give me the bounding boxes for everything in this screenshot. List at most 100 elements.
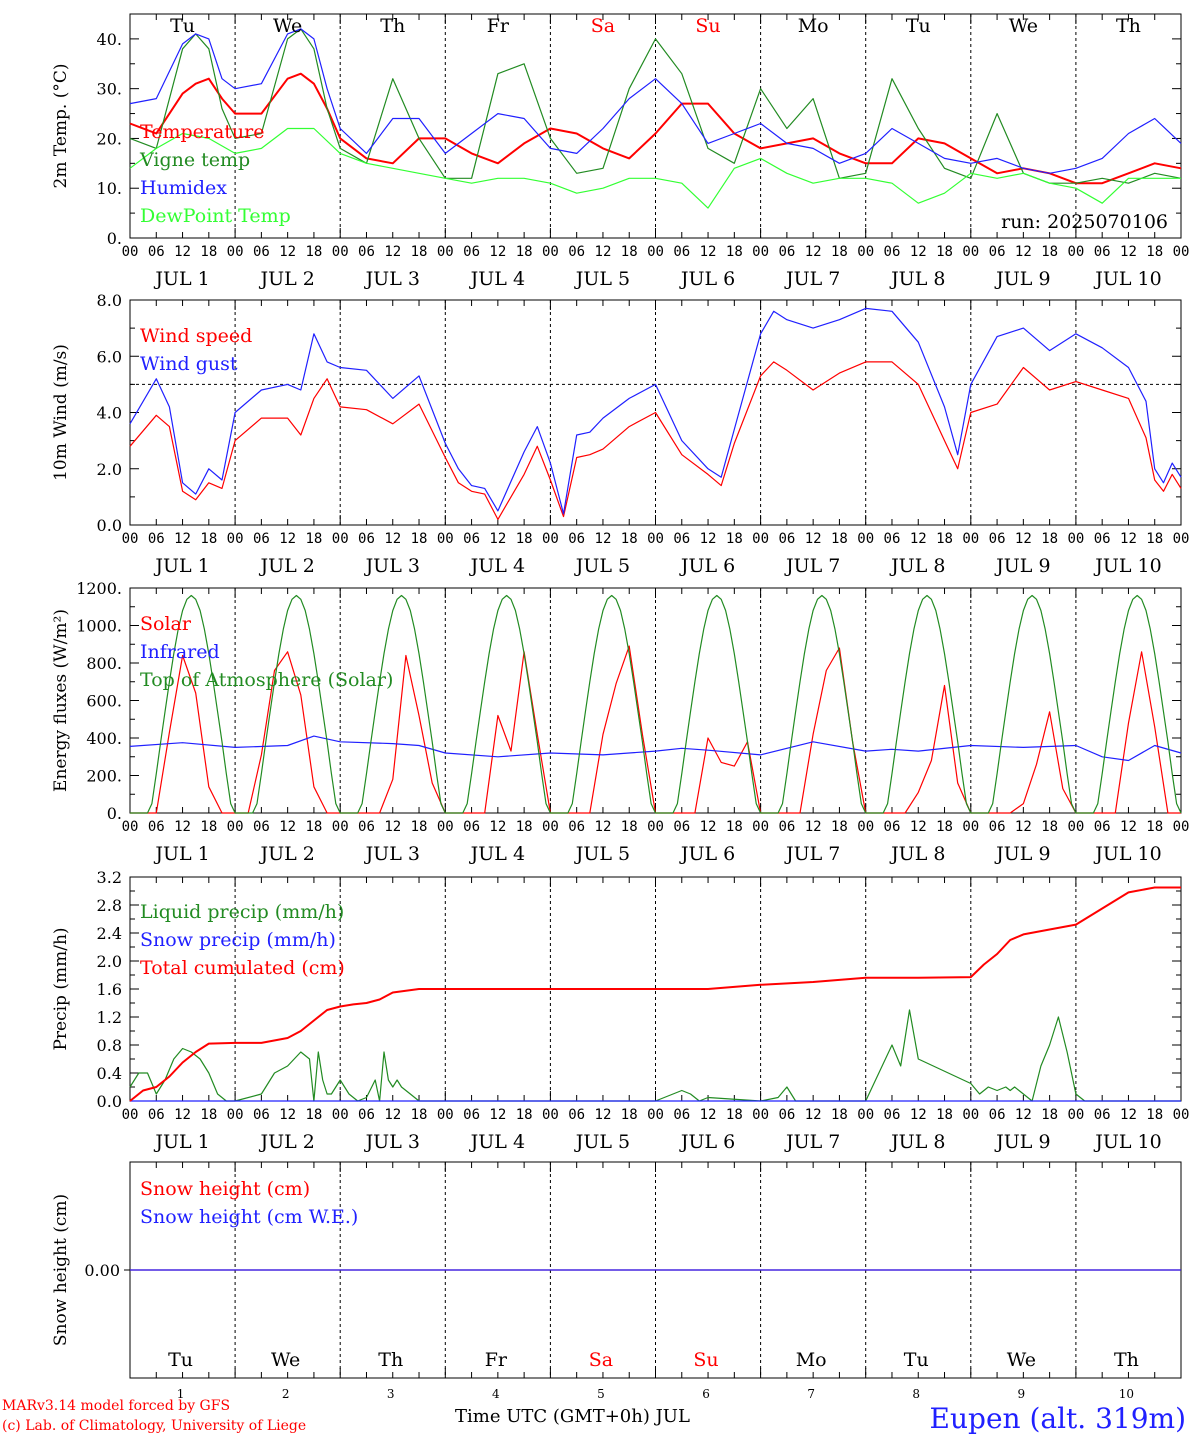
panel2-hour-label: 00: [752, 531, 769, 547]
panel1-hour-label: 06: [253, 244, 270, 260]
panel2-hour-label: 18: [200, 531, 217, 547]
panel3-y-tick-label: 0.: [107, 804, 122, 823]
panel3-hour-label: 18: [200, 819, 217, 835]
panel4-series-line: [129, 1009, 1181, 1102]
panel5-y-tick-label: 0.00: [84, 1261, 120, 1280]
panel4-y-tick-label: 2.4: [97, 924, 122, 943]
panel1-date-label: JUL 7: [784, 268, 840, 290]
panel4-hour-label: 18: [1041, 1107, 1058, 1123]
panel1-hour-label: 18: [1146, 244, 1163, 260]
panel3-hour-label: 06: [778, 819, 795, 835]
panel1-hour-label: 18: [621, 244, 638, 260]
panel1-hour-label: 06: [884, 244, 901, 260]
panel4-hour-label: 18: [516, 1107, 533, 1123]
panel4-y-tick-label: 0.4: [97, 1064, 122, 1083]
panel3-hour-label: 12: [595, 819, 612, 835]
panel3-hour-label: 00: [962, 819, 979, 835]
panel2-hour-label: 06: [463, 531, 480, 547]
panel1-y-label: 2m Temp. (°C): [51, 63, 71, 188]
panel3-hour-label: 12: [384, 819, 401, 835]
panel3-hour-label: 18: [831, 819, 848, 835]
panel5-weekday: Mo: [796, 1349, 827, 1371]
panel4-legend-entry: Snow precip (mm/h): [140, 929, 336, 951]
panel4-hour-label: 12: [1015, 1107, 1032, 1123]
panel5-day-number: 6: [702, 1387, 710, 1401]
panel1-hour-label: 00: [227, 244, 244, 260]
panel3-date-label: JUL 2: [258, 843, 314, 865]
panel2-y-tick-label: 8.0: [97, 291, 122, 310]
panel3-date-label: JUL 10: [1093, 843, 1161, 865]
panel2-date-label: JUL 9: [994, 555, 1050, 577]
panel5-weekday: We: [271, 1349, 300, 1371]
panel2-date-label: JUL 6: [679, 555, 735, 577]
panel3-hour-label: 12: [174, 819, 191, 835]
panel3-hour-label: 18: [621, 819, 638, 835]
panel4-hour-label: 00: [122, 1107, 139, 1123]
panel2-hour-label: 18: [411, 531, 428, 547]
panel2-hour-label: 06: [989, 531, 1006, 547]
panel1-hour-label: 00: [437, 244, 454, 260]
panel4-hour-label: 12: [805, 1107, 822, 1123]
panel3-y-tick-label: 1200.: [76, 579, 122, 598]
panel3-hour-label: 00: [1173, 819, 1190, 835]
panel1-y-tick-label: 0.: [107, 229, 122, 248]
panel5-day-number: 1: [177, 1387, 185, 1401]
panel1-hour-label: 18: [305, 244, 322, 260]
panel1-hour-label: 06: [463, 244, 480, 260]
panel3-y-tick-label: 400.: [86, 729, 122, 748]
panel1-weekday: Th: [380, 15, 405, 37]
panel3-hour-label: 00: [437, 819, 454, 835]
panel1-hour-label: 12: [489, 244, 506, 260]
panel3-hour-label: 06: [463, 819, 480, 835]
panel4-y-tick-label: 0.8: [97, 1036, 122, 1055]
panel5-day-number: 8: [912, 1387, 920, 1401]
panel4-series-line: [129, 886, 1181, 1102]
panel3-date-label: JUL 1: [153, 843, 209, 865]
panel3-date-label: JUL 6: [679, 843, 735, 865]
panel3-hour-label: 06: [568, 819, 585, 835]
panel3-hour-label: 06: [148, 819, 165, 835]
panel2-hour-label: 18: [621, 531, 638, 547]
panel2-hour-label: 06: [148, 531, 165, 547]
panel1-date-label: JUL 2: [258, 268, 314, 290]
panel1-date-label: JUL 9: [994, 268, 1050, 290]
panel3-hour-label: 12: [910, 819, 927, 835]
panel1-weekday: Tu: [170, 15, 195, 37]
panel3-legend-entry: Solar: [140, 613, 192, 635]
panel3-hour-label: 12: [700, 819, 717, 835]
panel5-weekday: Fr: [485, 1349, 508, 1371]
panel4-y-tick-label: 2.8: [97, 896, 122, 915]
panel5-day-number: 7: [807, 1387, 815, 1401]
panel2-hour-label: 00: [437, 531, 454, 547]
panel1-date-label: JUL 5: [574, 268, 630, 290]
panel3-hour-label: 00: [542, 819, 559, 835]
panel4-hour-label: 06: [1094, 1107, 1111, 1123]
panel1-legend-entry: Humidex: [140, 177, 227, 199]
panel2-hour-label: 18: [726, 531, 743, 547]
panel1-hour-label: 00: [332, 244, 349, 260]
panel4-hour-label: 06: [568, 1107, 585, 1123]
panel4-hour-label: 00: [227, 1107, 244, 1123]
panel4-hour-label: 18: [411, 1107, 428, 1123]
panel4-date-label: JUL 9: [994, 1131, 1050, 1153]
panel1-hour-label: 06: [778, 244, 795, 260]
panel1-hour-label: 00: [542, 244, 559, 260]
panel4-hour-label: 06: [148, 1107, 165, 1123]
panel4-hour-label: 06: [778, 1107, 795, 1123]
panel4-date-label: JUL 8: [889, 1131, 945, 1153]
panel1-hour-label: 18: [200, 244, 217, 260]
panel1-date-label: JUL 1: [153, 268, 209, 290]
panel1-hour-label: 06: [358, 244, 375, 260]
panel2-hour-label: 12: [1015, 531, 1032, 547]
panel5-legend-entry: Snow height (cm W.E.): [140, 1206, 358, 1228]
panel4-hour-label: 06: [884, 1107, 901, 1123]
panel4-y-tick-label: 1.2: [97, 1008, 122, 1027]
panel1-series-line: [129, 127, 1181, 209]
panel2-hour-label: 06: [673, 531, 690, 547]
panel5-weekday: Th: [378, 1349, 403, 1371]
panel3-date-label: JUL 5: [574, 843, 630, 865]
panel2-hour-label: 06: [884, 531, 901, 547]
panel3-date-label: JUL 7: [784, 843, 840, 865]
panel1-y-tick-label: 10.: [97, 179, 122, 198]
